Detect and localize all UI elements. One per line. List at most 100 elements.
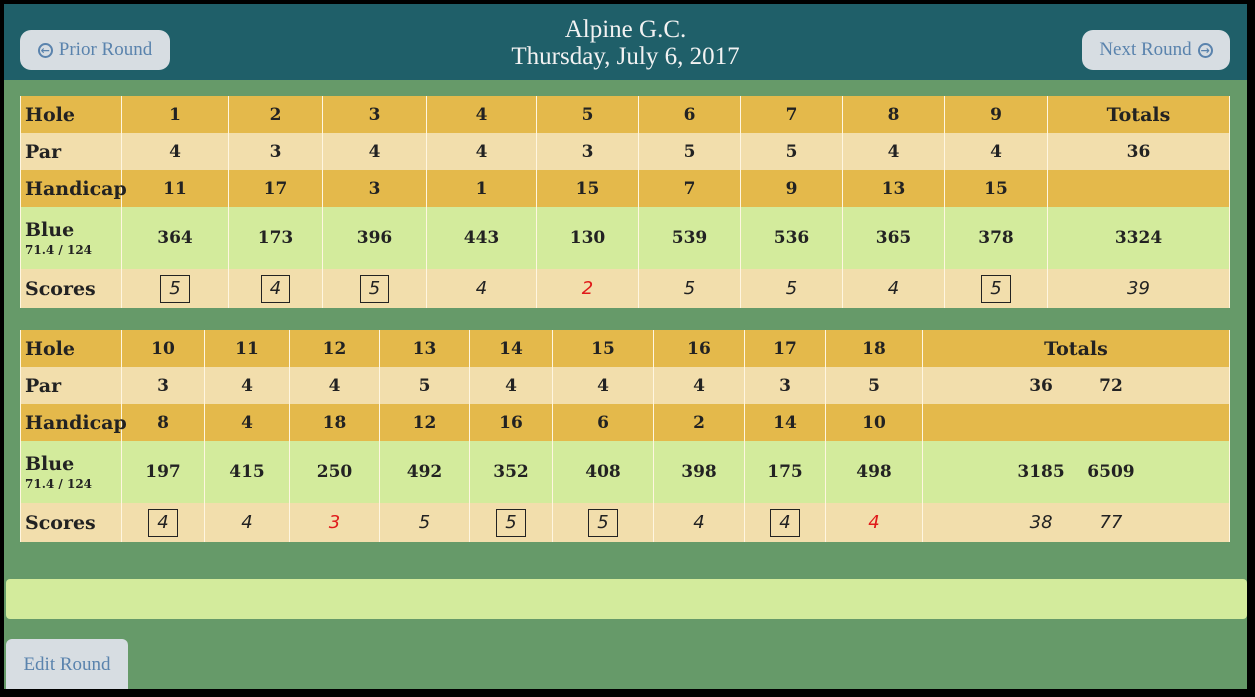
score-value: 5 <box>496 508 526 537</box>
hole-label: Hole <box>20 330 122 367</box>
hole-number: 3 <box>322 96 427 133</box>
totals-label: Totals <box>922 330 1230 367</box>
yardage-value: 539 <box>638 207 741 269</box>
hole-number: 9 <box>944 96 1048 133</box>
arrow-right-icon: → <box>1197 42 1213 58</box>
par-value: 4 <box>944 133 1048 170</box>
page-title: Alpine G.C. Thursday, July 6, 2017 <box>4 16 1247 70</box>
score-cell: 4 <box>121 503 205 542</box>
score-cell: 5 <box>469 503 553 542</box>
yardage-value: 536 <box>740 207 843 269</box>
handicap-value: 14 <box>744 404 826 441</box>
handicap-value: 6 <box>552 404 654 441</box>
par-value: 5 <box>740 133 843 170</box>
course-name: Alpine G.C. <box>564 16 687 43</box>
hole-number: 15 <box>552 330 654 367</box>
yardage-value: 498 <box>825 441 923 503</box>
handicap-value: 11 <box>121 170 229 207</box>
hole-number: 14 <box>469 330 553 367</box>
handicap-row: Handicap 8 4 18 12 16 6 2 14 10 <box>20 404 1230 441</box>
hole-number: 16 <box>653 330 745 367</box>
round-date: Thursday, July 6, 2017 <box>511 43 740 70</box>
hole-number: 11 <box>204 330 290 367</box>
prior-round-label: Prior Round <box>58 39 153 60</box>
score-value: 4 <box>770 508 800 537</box>
yardage-value: 398 <box>653 441 745 503</box>
scores-row: Scores 5 4 5 4 2 5 5 4 5 39 <box>20 269 1230 308</box>
yardage-value: 173 <box>228 207 323 269</box>
score-cell: 5 <box>322 269 427 308</box>
par-label: Par <box>20 367 122 404</box>
score-cell: 5 <box>944 269 1048 308</box>
blue-tee-row: Blue 71.4 / 124 364 173 396 443 130 539 … <box>20 207 1230 269</box>
scores-row: Scores 4 4 3 5 5 5 4 4 4 38 77 <box>20 503 1230 542</box>
par-row: Par 3 4 4 5 4 4 4 3 5 36 72 <box>20 367 1230 404</box>
next-round-button[interactable]: Next Round → <box>1082 30 1230 70</box>
score-value: 5 <box>638 269 741 308</box>
handicap-value: 13 <box>842 170 945 207</box>
par-totals: 36 72 <box>922 367 1230 404</box>
yardage-value: 250 <box>289 441 380 503</box>
handicap-value: 12 <box>379 404 470 441</box>
yardage-value: 396 <box>322 207 427 269</box>
yardage-value: 364 <box>121 207 229 269</box>
yardage-value: 378 <box>944 207 1048 269</box>
score-value: 5 <box>588 508 618 537</box>
hole-number: 17 <box>744 330 826 367</box>
par-back-total: 36 <box>1029 375 1053 396</box>
handicap-label: Handicap <box>20 170 127 207</box>
score-back-total: 38 <box>1029 512 1053 533</box>
par-label: Par <box>20 133 122 170</box>
score-cell: 5 <box>552 503 654 542</box>
hole-row: Hole 10 11 12 13 14 15 16 17 18 Totals <box>20 330 1230 367</box>
par-value: 4 <box>469 367 553 404</box>
hole-number: 12 <box>289 330 380 367</box>
handicap-value: 10 <box>825 404 923 441</box>
handicap-label: Handicap <box>20 404 127 441</box>
score-value: 5 <box>740 269 843 308</box>
next-round-label: Next Round <box>1099 39 1192 60</box>
blue-tee-label: Blue 71.4 / 124 <box>20 207 122 269</box>
hole-row: Hole 1 2 3 4 5 6 7 8 9 Totals <box>20 96 1230 133</box>
score-value: 3 <box>289 503 380 542</box>
par-total: 36 <box>1047 133 1230 170</box>
yardage-value: 197 <box>121 441 205 503</box>
par-value: 3 <box>228 133 323 170</box>
hole-number: 13 <box>379 330 470 367</box>
handicap-value: 17 <box>228 170 323 207</box>
par-value: 5 <box>825 367 923 404</box>
score-totals: 38 77 <box>922 503 1230 542</box>
scores-label: Scores <box>20 503 122 542</box>
tee-name: Blue <box>25 453 75 475</box>
hole-number: 2 <box>228 96 323 133</box>
score-value: 5 <box>981 274 1011 303</box>
hole-number: 10 <box>121 330 205 367</box>
tee-rating: 71.4 / 124 <box>25 243 93 257</box>
yardage-value: 130 <box>536 207 639 269</box>
par-value: 5 <box>638 133 741 170</box>
front-nine-scorecard: Hole 1 2 3 4 5 6 7 8 9 Totals Par 4 3 4 … <box>20 96 1230 308</box>
edit-round-button[interactable]: Edit Round <box>6 639 128 689</box>
hole-number: 1 <box>121 96 229 133</box>
hole-label: Hole <box>20 96 122 133</box>
prior-round-button[interactable]: ← Prior Round <box>20 30 170 70</box>
arrow-left-icon: ← <box>37 42 53 58</box>
yardage-value: 352 <box>469 441 553 503</box>
score-value: 4 <box>260 274 291 303</box>
score-value: 4 <box>842 269 945 308</box>
hole-number: 6 <box>638 96 741 133</box>
handicap-total <box>1047 170 1230 207</box>
handicap-value: 4 <box>204 404 290 441</box>
par-value: 4 <box>653 367 745 404</box>
hole-number: 4 <box>426 96 537 133</box>
yardage-value: 175 <box>744 441 826 503</box>
score-value: 5 <box>379 503 470 542</box>
hole-number: 5 <box>536 96 639 133</box>
yardage-back-total: 3185 <box>1017 462 1065 482</box>
tee-rating: 71.4 / 124 <box>25 477 93 491</box>
yardage-value: 415 <box>204 441 290 503</box>
yardage-grand-total: 6509 <box>1087 462 1135 482</box>
score-cell: 4 <box>228 269 323 308</box>
score-value: 4 <box>148 508 178 537</box>
handicap-value: 15 <box>536 170 639 207</box>
